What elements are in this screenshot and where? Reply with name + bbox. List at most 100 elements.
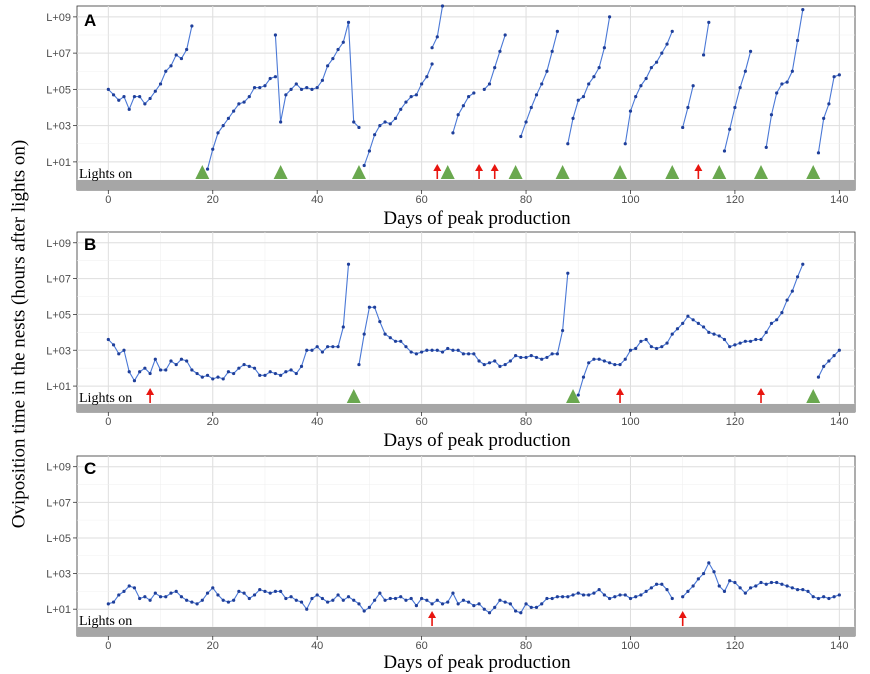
panel-a-data-point xyxy=(164,69,168,73)
panel-a-data-point xyxy=(158,82,163,86)
panel-b-data-point xyxy=(179,357,184,361)
panel-c-data-point xyxy=(827,596,831,601)
panel-c-data-point xyxy=(195,602,199,606)
panel-c-data-point xyxy=(477,602,481,606)
panel-b-data-point xyxy=(247,364,251,368)
panel-b-data-point xyxy=(320,350,325,354)
panel-c-data-point xyxy=(665,587,669,592)
panel-a-data-point xyxy=(769,113,774,117)
panel-b-data-point xyxy=(691,318,695,322)
panel-a-data-point xyxy=(190,24,194,28)
panel-b-data-point xyxy=(132,379,137,383)
panel-c-data-point xyxy=(482,607,486,611)
panel-b-x-tick-label: 100 xyxy=(621,416,639,428)
panel-a-data-point xyxy=(273,33,278,37)
panel-a-x-tick-label: 60 xyxy=(415,194,427,206)
panel-c-data-point xyxy=(425,598,429,602)
panel-b-data-point xyxy=(456,348,460,352)
panel-b-data-point xyxy=(373,305,377,309)
panel-a-data-point xyxy=(681,125,685,130)
panel-b-x-axis-label: Days of peak production xyxy=(383,430,571,451)
panel-b-data-point xyxy=(305,348,309,352)
panel-a-red-arrow-marker xyxy=(694,164,703,179)
panel-a-data-point xyxy=(289,87,293,91)
panel-a-data-point xyxy=(487,82,492,86)
panel-b-x-tick-label: 20 xyxy=(207,416,219,428)
panel-c-data-point xyxy=(440,602,445,606)
panel-a-data-point xyxy=(247,95,251,99)
panel-a-series-line xyxy=(765,9,804,148)
panel-a-data-point xyxy=(780,82,784,86)
panel-c-data-point xyxy=(691,584,695,588)
panel-a-data-point xyxy=(461,104,465,108)
panel-a-data-point xyxy=(404,100,408,104)
panel-b-x-tick-label: 120 xyxy=(726,416,744,428)
panel-b-red-arrow-marker xyxy=(757,388,766,403)
panel-b-data-point xyxy=(226,370,231,374)
panel-b-data-point xyxy=(205,373,210,377)
panel-c-data-point xyxy=(273,589,278,593)
panel-b-data-point xyxy=(769,321,774,325)
panel-a-data-point xyxy=(816,151,821,155)
panel-b-data-point xyxy=(143,366,147,370)
panel-c-data-point xyxy=(837,593,841,597)
panel-b-letter: B xyxy=(84,235,96,254)
panel-b-data-point xyxy=(378,319,382,324)
panel-a-y-tick-label: L+01 xyxy=(46,157,71,169)
panel-b-data-point xyxy=(362,332,366,336)
panel-c-data-point xyxy=(237,589,241,593)
panel-b-data-point xyxy=(801,262,805,266)
panel-a-data-point xyxy=(357,125,361,130)
panel-a-data-point xyxy=(602,46,606,50)
panel-a-data-point xyxy=(785,80,789,84)
panel-c-data-point xyxy=(571,593,575,597)
panel-c-data-point xyxy=(519,611,523,615)
panel-a-data-point xyxy=(122,95,126,99)
panel-c-data-point xyxy=(430,602,434,606)
panel-b-data-point xyxy=(252,366,257,370)
panel-b-data-point xyxy=(336,345,340,349)
panel-a-data-point xyxy=(722,149,727,153)
panel-a-y-tick-label: L+07 xyxy=(46,48,71,60)
panel-a-lights-label: Lights on xyxy=(79,167,132,182)
panel-c-data-point xyxy=(331,598,335,602)
panel-c-data-point xyxy=(686,589,690,593)
panel-a-data-point xyxy=(284,93,288,97)
panel-a-data-point xyxy=(211,147,215,151)
panel-a-data-point xyxy=(179,56,184,61)
panel-c-data-point xyxy=(299,600,304,604)
panel-b-lights-label: Lights on xyxy=(79,391,132,406)
panel-c-data-point xyxy=(205,591,210,595)
panel-c-x-tick-label: 120 xyxy=(726,640,744,652)
panel-c-data-point xyxy=(305,607,309,611)
panel-c-x-tick-label: 100 xyxy=(621,640,639,652)
panel-b-data-point xyxy=(581,375,586,379)
panel-c-data-point xyxy=(769,580,774,585)
panel-c-data-point xyxy=(534,605,539,610)
panel-a-lights-bar xyxy=(77,180,855,190)
panel-b-data-point xyxy=(754,337,758,342)
panel-a-data-point xyxy=(649,66,653,70)
panel-b-data-point xyxy=(764,330,768,334)
panel-c-data-point xyxy=(654,582,659,586)
panel-c-data-point xyxy=(696,577,700,581)
panel-c-data-point xyxy=(346,595,351,599)
panel-c-data-point xyxy=(748,586,753,590)
panel-a-data-point xyxy=(660,51,664,55)
panel-c-background xyxy=(76,455,856,637)
panel-b-data-point xyxy=(717,334,721,338)
panel-b-data-point xyxy=(493,359,497,363)
panel-b-data-point xyxy=(148,371,152,376)
panel-a-data-point xyxy=(273,75,278,79)
panel-a-data-point xyxy=(686,105,690,110)
panel-b-data-point xyxy=(623,357,627,361)
panel-a-data-point xyxy=(127,107,131,111)
panel-a-data-point xyxy=(138,95,142,99)
panel-a-data-point xyxy=(232,109,236,113)
panel-a-data-point xyxy=(545,69,549,73)
panel-b-data-point xyxy=(111,343,116,347)
panel-a-data-point xyxy=(524,120,528,124)
panel-b-data-point xyxy=(326,345,330,349)
panel-a-data-point xyxy=(748,49,753,53)
panel-b-data-point xyxy=(832,354,836,358)
